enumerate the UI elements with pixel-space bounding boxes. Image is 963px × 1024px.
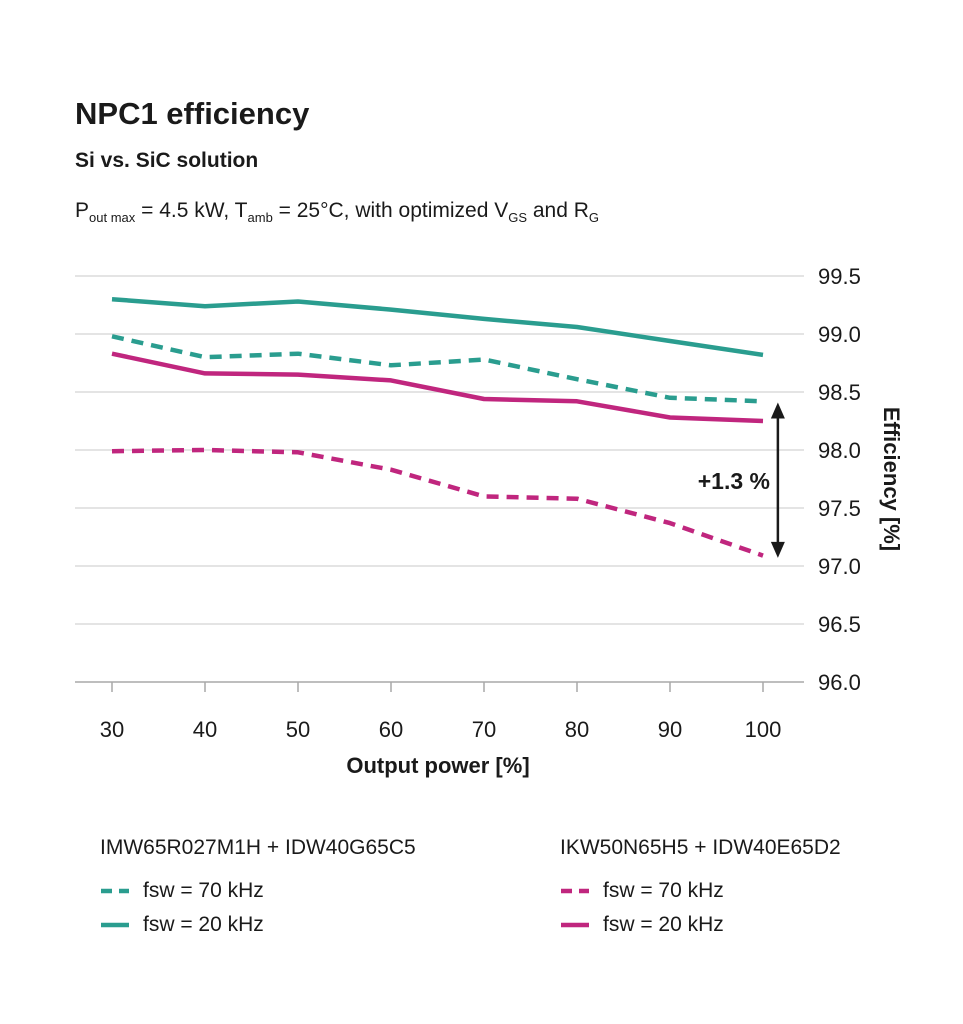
legend-item-si-70khz: fsw = 70 kHz: [560, 878, 841, 904]
x-axis-title: Output power [%]: [346, 753, 529, 778]
solid-line-swatch-icon: [101, 922, 129, 928]
legend-item-label: fsw = 20 kHz: [603, 913, 724, 936]
page-title: NPC1 efficiency: [75, 96, 310, 131]
y-tick-label-99.5: 99.5: [818, 264, 861, 289]
grid-layer: [75, 275, 804, 692]
annotation-layer: [770, 402, 785, 558]
solid-line-swatch-icon: [561, 922, 589, 928]
series-layer: [111, 296, 764, 558]
y-tick-label-96.0: 96.0: [818, 670, 861, 695]
series-line-imw65r027m1h-20kHz: [111, 296, 764, 358]
y-tick-label-99.0: 99.0: [818, 322, 861, 347]
test-conditions-text: Pout max = 4.5 kW, Tamb = 25°C, with opt…: [75, 199, 600, 226]
y-tick-label-98.0: 98.0: [818, 438, 861, 463]
x-tick-label-80: 80: [565, 717, 589, 742]
x-tick-label-30: 30: [100, 717, 124, 742]
x-tick-label-40: 40: [193, 717, 217, 742]
legend-item-label: fsw = 70 kHz: [143, 879, 264, 902]
x-tick-label-90: 90: [658, 717, 682, 742]
legend-group-sic-title: IMW65R027M1H + IDW40G65C5: [100, 836, 416, 859]
legend-item-sic-20khz: fsw = 20 kHz: [100, 912, 416, 938]
x-tick-label-100: 100: [745, 717, 782, 742]
arrow-head-up-icon: [770, 402, 785, 419]
series-line-ikw50n65h5-70kHz: [111, 447, 764, 558]
legend-item-si-20khz: fsw = 20 kHz: [560, 912, 841, 938]
page-subtitle: Si vs. SiC solution: [75, 149, 259, 172]
legend-item-label: fsw = 20 kHz: [143, 913, 264, 936]
x-tick-label-50: 50: [286, 717, 310, 742]
legend-item-sic-70khz: fsw = 70 kHz: [100, 878, 416, 904]
y-tick-label-96.5: 96.5: [818, 612, 861, 637]
x-tick-label-70: 70: [472, 717, 496, 742]
tick-label-layer: 99.5 99.0 98.5 98.0 97.5 97.0 96.5 96.0 30 40 50 60…: [100, 264, 861, 742]
series-line-ikw50n65h5-20kHz: [111, 351, 764, 424]
legend-group-si: IKW50N65H5 + IDW40E65D2 fsw = 70 kHz fsw…: [560, 836, 841, 938]
dashed-line-swatch-icon: [101, 888, 129, 894]
y-tick-label-97.0: 97.0: [818, 554, 861, 579]
legend-item-label: fsw = 70 kHz: [603, 879, 724, 902]
y-tick-label-98.5: 98.5: [818, 380, 861, 405]
legend-group-sic: IMW65R027M1H + IDW40G65C5 fsw = 70 kHz f…: [100, 836, 416, 938]
delta-efficiency-label: +1.3 %: [698, 468, 770, 494]
arrow-head-down-icon: [770, 541, 785, 558]
y-axis-title: Efficiency [%]: [879, 407, 904, 551]
x-tick-label-60: 60: [379, 717, 403, 742]
series-line-imw65r027m1h-70kHz: [111, 334, 764, 404]
y-tick-label-97.5: 97.5: [818, 496, 861, 521]
legend-group-si-title: IKW50N65H5 + IDW40E65D2: [560, 836, 841, 859]
dashed-line-swatch-icon: [561, 888, 589, 894]
